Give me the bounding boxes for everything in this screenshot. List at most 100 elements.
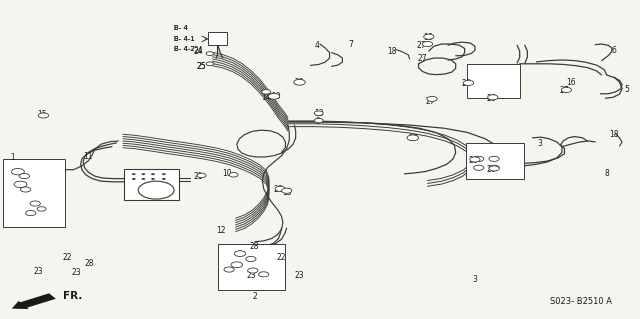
- Text: 15: 15: [36, 110, 47, 119]
- Text: 18: 18: [387, 47, 396, 56]
- Text: 14: 14: [260, 93, 271, 102]
- Text: 26: 26: [486, 165, 497, 174]
- Circle shape: [206, 52, 214, 56]
- Circle shape: [314, 118, 323, 123]
- Bar: [3, 159, 65, 227]
- Circle shape: [248, 268, 258, 273]
- Circle shape: [229, 173, 238, 177]
- Text: 12: 12: [216, 226, 225, 235]
- Text: 28: 28: [85, 259, 94, 268]
- Circle shape: [470, 157, 480, 162]
- Circle shape: [162, 173, 166, 175]
- Text: FR.: FR.: [63, 291, 82, 301]
- Text: B- 4-1: B- 4-1: [174, 36, 195, 42]
- Circle shape: [489, 166, 499, 171]
- Circle shape: [407, 135, 419, 141]
- Circle shape: [132, 178, 136, 180]
- Text: 25: 25: [196, 62, 207, 71]
- Text: S023- B2510 A: S023- B2510 A: [550, 297, 612, 306]
- Circle shape: [474, 165, 484, 170]
- Circle shape: [30, 201, 40, 206]
- Text: 24: 24: [193, 47, 204, 56]
- Circle shape: [262, 90, 271, 94]
- Circle shape: [20, 187, 31, 192]
- Text: 23: 23: [294, 271, 305, 280]
- Circle shape: [268, 93, 280, 99]
- Circle shape: [231, 262, 243, 268]
- Text: 1: 1: [10, 153, 15, 162]
- Text: 8: 8: [604, 169, 609, 178]
- Text: 23: 23: [72, 268, 82, 277]
- Circle shape: [206, 62, 214, 66]
- Text: 16: 16: [422, 33, 433, 42]
- Circle shape: [151, 178, 155, 180]
- Circle shape: [141, 178, 145, 180]
- Text: 17: 17: [408, 134, 418, 143]
- Circle shape: [14, 181, 27, 188]
- Circle shape: [224, 267, 234, 272]
- Text: 24: 24: [193, 46, 204, 55]
- Bar: [466, 143, 524, 179]
- Text: B- 4-1: B- 4-1: [174, 36, 195, 42]
- Text: 23: 23: [33, 267, 44, 276]
- Text: 3: 3: [472, 275, 477, 284]
- Circle shape: [463, 80, 474, 85]
- Text: 13: 13: [314, 109, 324, 118]
- Text: 5: 5: [625, 85, 630, 94]
- Text: 26: 26: [486, 94, 497, 103]
- Text: 10: 10: [222, 169, 232, 178]
- Circle shape: [424, 34, 434, 39]
- Circle shape: [12, 168, 24, 175]
- Circle shape: [474, 156, 484, 161]
- Text: B- 4: B- 4: [174, 25, 188, 31]
- Text: 3: 3: [537, 139, 542, 148]
- Text: 28: 28: [250, 242, 259, 251]
- Text: 29: 29: [294, 78, 305, 87]
- Text: 27: 27: [559, 86, 570, 95]
- Circle shape: [234, 251, 246, 256]
- Text: 9: 9: [316, 117, 321, 126]
- Text: 16: 16: [566, 78, 576, 87]
- Text: 6: 6: [612, 46, 617, 55]
- Text: 26: 26: [461, 79, 471, 88]
- Bar: [208, 32, 227, 45]
- Text: 22: 22: [63, 253, 72, 262]
- Circle shape: [489, 165, 499, 170]
- Text: B- 4-2: B- 4-2: [174, 47, 195, 52]
- Text: 11: 11: [84, 152, 93, 161]
- Bar: [218, 244, 285, 290]
- Text: 25: 25: [196, 62, 207, 71]
- Text: 26: 26: [468, 156, 479, 165]
- Text: 22: 22: [277, 253, 286, 262]
- Circle shape: [19, 174, 29, 179]
- Circle shape: [489, 156, 499, 161]
- Circle shape: [132, 173, 136, 175]
- Circle shape: [151, 173, 155, 175]
- Circle shape: [246, 256, 256, 262]
- Text: 19: 19: [271, 92, 282, 101]
- Circle shape: [275, 186, 285, 191]
- Text: 18: 18: [610, 130, 619, 139]
- Circle shape: [282, 188, 292, 193]
- Circle shape: [259, 272, 269, 277]
- Circle shape: [294, 79, 305, 85]
- Text: 7: 7: [348, 40, 353, 48]
- Circle shape: [37, 207, 46, 211]
- Circle shape: [488, 95, 498, 100]
- FancyArrow shape: [12, 293, 56, 309]
- Text: 23: 23: [246, 271, 256, 280]
- Circle shape: [141, 173, 145, 175]
- Circle shape: [26, 211, 36, 216]
- Circle shape: [162, 178, 166, 180]
- Text: 27: 27: [416, 41, 426, 50]
- Text: 21: 21: [194, 172, 203, 181]
- Text: B- 4-2: B- 4-2: [174, 47, 195, 52]
- Text: 2: 2: [252, 292, 257, 301]
- Bar: [124, 169, 179, 200]
- Circle shape: [561, 87, 572, 93]
- Text: 4: 4: [314, 41, 319, 50]
- Bar: [467, 64, 520, 98]
- Circle shape: [138, 181, 174, 199]
- Circle shape: [38, 113, 49, 118]
- Text: 27: 27: [425, 97, 435, 106]
